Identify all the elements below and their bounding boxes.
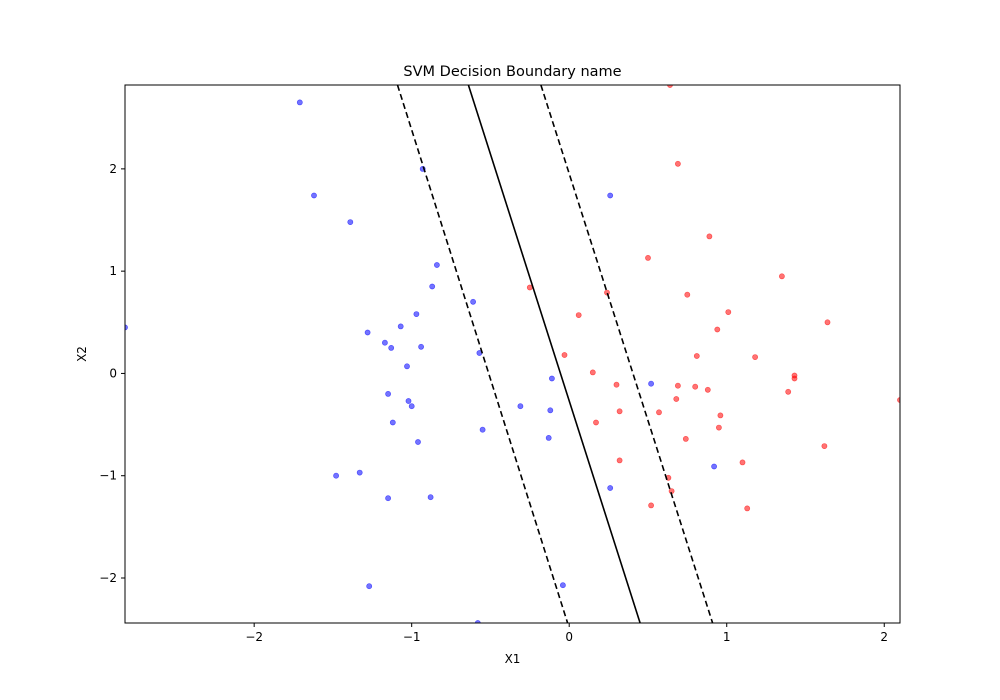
class-0-point bbox=[711, 463, 717, 470]
class-0-point bbox=[415, 439, 421, 445]
class-0-point bbox=[408, 403, 415, 410]
class-1-point bbox=[752, 354, 758, 360]
class-0-point bbox=[545, 434, 552, 441]
class-1-point bbox=[693, 353, 700, 359]
class-1-point bbox=[692, 383, 699, 390]
x-tick-label: −1 bbox=[403, 630, 421, 644]
class-0-point bbox=[607, 192, 614, 199]
y-tick-label: 2 bbox=[109, 162, 117, 176]
class-0-point bbox=[474, 620, 481, 623]
class-0-point bbox=[364, 329, 371, 336]
class-0-point bbox=[549, 375, 555, 382]
class-0-point bbox=[311, 192, 317, 199]
class-1-point bbox=[673, 396, 680, 402]
x-axis-label: X1 bbox=[505, 652, 521, 666]
class-0-point bbox=[607, 485, 614, 491]
class-0-point bbox=[517, 403, 524, 410]
y-tick-label: 1 bbox=[109, 264, 117, 278]
class-1-point bbox=[682, 435, 689, 442]
class-1-point bbox=[739, 459, 746, 466]
x-tick-label: 2 bbox=[880, 630, 888, 644]
class-1-point bbox=[824, 319, 831, 326]
margin-right-line bbox=[540, 85, 714, 623]
class-0-point bbox=[347, 219, 354, 225]
decision-boundary-line bbox=[467, 85, 641, 623]
class-0-point bbox=[296, 99, 303, 106]
y-axis-label: X2 bbox=[75, 346, 89, 362]
margin-left-line bbox=[396, 85, 569, 623]
y-axis: −2 −1 0 1 2 bbox=[99, 162, 125, 585]
class-0-point bbox=[388, 344, 395, 351]
y-tick-label: −1 bbox=[99, 469, 117, 483]
class-0-point bbox=[427, 494, 434, 501]
class-1-point bbox=[675, 382, 681, 389]
class-1-point bbox=[717, 412, 724, 419]
class-0-point bbox=[547, 407, 554, 414]
class-1-point bbox=[593, 419, 599, 426]
class-1-point bbox=[675, 160, 681, 167]
x-axis: −2 −1 0 1 2 bbox=[245, 623, 888, 644]
y-tick-label: 0 bbox=[109, 366, 117, 380]
class-0-point bbox=[385, 495, 391, 502]
class-1-point bbox=[648, 502, 654, 509]
x-tick-label: −2 bbox=[245, 630, 263, 644]
class-1-point bbox=[897, 397, 900, 403]
class-1-point bbox=[561, 352, 568, 358]
x-tick-label: 0 bbox=[565, 630, 573, 644]
class-1-point bbox=[744, 505, 751, 512]
plot-frame bbox=[124, 84, 901, 624]
class-1-point bbox=[616, 457, 623, 464]
class-1-point bbox=[791, 375, 798, 382]
class-0-point bbox=[560, 582, 566, 589]
class-1-point bbox=[656, 409, 662, 416]
class-1-point bbox=[704, 386, 711, 393]
class-1-point bbox=[821, 443, 828, 449]
class-0-point bbox=[405, 398, 412, 404]
class-1-point bbox=[616, 408, 623, 415]
class-0-point bbox=[413, 311, 420, 317]
class-0-point bbox=[333, 472, 339, 479]
class-1-point bbox=[779, 273, 785, 280]
class-0-point bbox=[648, 380, 654, 387]
class-0-point bbox=[397, 323, 404, 330]
class-1-point bbox=[785, 388, 792, 395]
class-1-point bbox=[645, 254, 651, 261]
y-tick-label: −2 bbox=[99, 571, 117, 585]
class-0-point bbox=[433, 262, 440, 268]
class-0-point bbox=[404, 363, 410, 370]
plot-area bbox=[125, 85, 900, 623]
class-0-point bbox=[479, 426, 486, 433]
class-1-point bbox=[706, 233, 713, 240]
class-1-point bbox=[575, 312, 582, 318]
class-1-point bbox=[613, 381, 620, 388]
chart-title: SVM Decision Boundary name bbox=[403, 64, 621, 80]
class-0-point bbox=[385, 390, 391, 397]
class-0-point bbox=[389, 419, 396, 426]
class-1-point bbox=[714, 326, 721, 333]
class-0-point bbox=[366, 583, 373, 590]
class-0-point bbox=[429, 283, 436, 290]
x-tick-label: 1 bbox=[723, 630, 731, 644]
class-0-point bbox=[356, 469, 363, 476]
class-0-point bbox=[470, 298, 476, 305]
class-0-point bbox=[418, 343, 424, 350]
class-1-point bbox=[725, 309, 732, 315]
class-1-point bbox=[716, 424, 722, 431]
class-1-point bbox=[684, 291, 691, 298]
class-0-point bbox=[381, 339, 388, 346]
class-1-point bbox=[589, 369, 596, 376]
